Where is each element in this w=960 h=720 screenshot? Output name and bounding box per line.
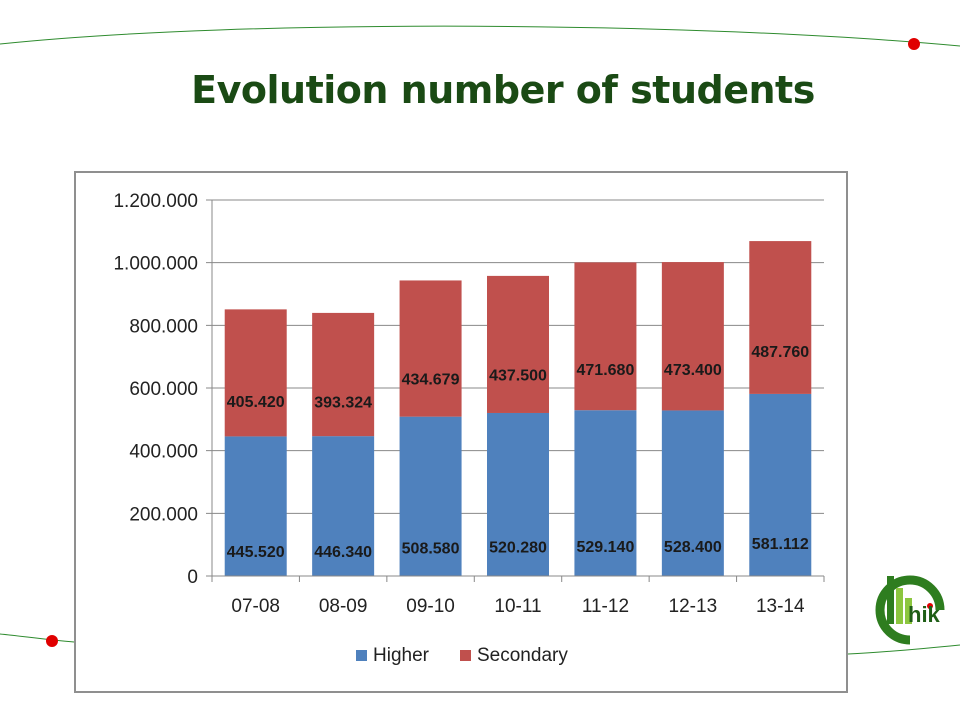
x-tick-label: 09-10 (406, 596, 455, 617)
stacked-bar-chart: 0 200.000 400.000 600.000 800.000 1.000.000 1.… (113, 191, 825, 666)
bar-secondary (574, 262, 637, 411)
y-tick-label: 600.000 (129, 379, 198, 400)
x-tick-label: 13-14 (756, 596, 805, 617)
data-label: 508.580 (402, 540, 460, 557)
bar-higher (312, 436, 375, 576)
bar-higher (661, 410, 724, 576)
data-label: 405.420 (227, 394, 285, 411)
bar-higher (749, 393, 812, 576)
logo-dot (927, 603, 933, 609)
data-label: 393.324 (314, 395, 372, 412)
legend-swatch-secondary (460, 650, 471, 661)
slide-title: Evolution number of students (191, 68, 815, 112)
legend-swatch-higher (356, 650, 367, 661)
data-label: 471.680 (577, 362, 635, 379)
bar-secondary (312, 312, 375, 437)
x-tick-label: 10-11 (494, 596, 541, 617)
data-label: 473.400 (664, 362, 722, 379)
x-tick-label: 11-12 (582, 596, 629, 617)
x-tick-label: 12-13 (669, 596, 718, 617)
legend-label: Higher (373, 645, 430, 666)
chart-frame: 0 200.000 400.000 600.000 800.000 1.000.000 1.… (74, 171, 848, 693)
data-label: 434.679 (402, 372, 460, 389)
top-arc-line (0, 25, 960, 47)
bar-secondary (399, 280, 462, 417)
bar-secondary (661, 262, 724, 411)
bar-secondary (487, 275, 549, 413)
logo-bar-2 (896, 588, 903, 624)
data-label: 446.340 (314, 544, 372, 561)
data-label: 445.520 (227, 544, 285, 561)
y-tick-label: 400.000 (129, 442, 198, 463)
y-tick-label: 1.200.000 (113, 191, 198, 212)
x-tick-label: 07-08 (231, 596, 280, 617)
logo-bar-1 (887, 576, 894, 624)
data-label: 529.140 (577, 539, 635, 556)
x-tick-label: 08-09 (319, 596, 368, 617)
bar-higher (399, 416, 462, 576)
y-tick-label: 800.000 (129, 316, 198, 337)
y-tick-label: 1.000.000 (113, 254, 198, 275)
logo-bar-3 (905, 598, 912, 624)
bar-higher (487, 412, 549, 576)
data-label: 528.400 (664, 539, 722, 556)
hik-logo: hik (875, 575, 945, 645)
logo-text: hik (908, 602, 941, 627)
y-tick-label: 0 (187, 567, 198, 588)
bottom-right-arc-line (847, 644, 960, 655)
data-label: 437.500 (489, 368, 547, 385)
legend-label: Secondary (477, 645, 568, 666)
data-label: 520.280 (489, 540, 547, 557)
data-label: 487.760 (751, 344, 809, 361)
bar-secondary (224, 309, 287, 437)
top-red-dot (908, 38, 920, 50)
bar-higher (224, 436, 287, 576)
data-label: 581.112 (752, 536, 809, 553)
y-tick-label: 200.000 (129, 504, 198, 525)
bar-higher (574, 410, 637, 576)
bottom-red-dot (46, 635, 58, 647)
bar-secondary (749, 241, 812, 394)
bottom-left-arc-line (0, 633, 75, 643)
